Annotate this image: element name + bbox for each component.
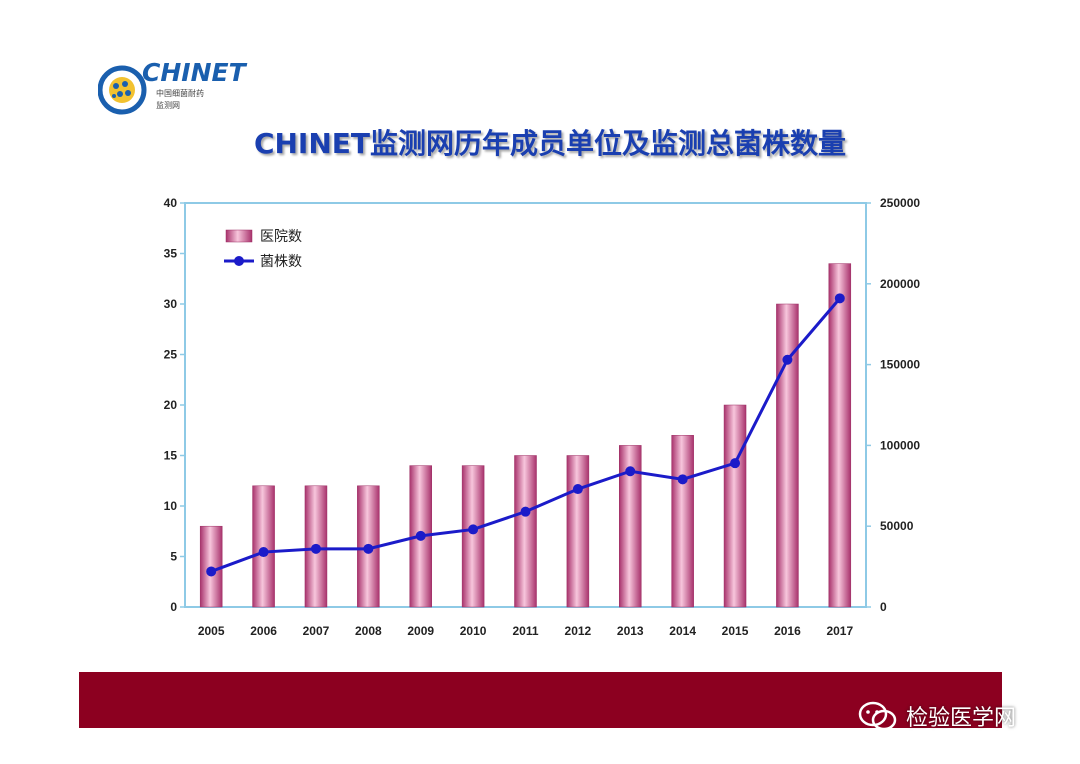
strain-point	[572, 484, 583, 495]
watermark: 检验医学网	[858, 700, 1016, 732]
left-tick-label: 35	[164, 247, 178, 261]
logo-brand: CHINET	[142, 58, 246, 87]
right-tick-label: 0	[880, 600, 887, 614]
left-tick-label: 10	[164, 499, 178, 513]
bar	[671, 435, 694, 608]
logo-subtitle: 中国细菌耐药	[156, 89, 204, 98]
strain-point	[730, 458, 741, 469]
left-tick-label: 25	[164, 348, 178, 362]
bar	[566, 455, 590, 608]
left-tick-label: 30	[164, 297, 178, 311]
x-tick-label: 2007	[303, 624, 330, 638]
right-tick-label: 50000	[880, 519, 914, 533]
strain-point	[782, 354, 793, 365]
x-tick-label: 2015	[722, 624, 749, 638]
strain-point	[415, 530, 426, 541]
strain-point	[206, 566, 217, 577]
left-tick-label: 5	[170, 550, 177, 564]
bar	[461, 465, 485, 608]
left-tick-label: 40	[164, 196, 178, 210]
page-title: CHINET监测网历年成员单位及监测总菌株数量	[253, 127, 847, 160]
strain-point	[363, 543, 374, 554]
watermark-text: 检验医学网	[906, 706, 1017, 731]
legend-line-label: 菌株数	[260, 254, 302, 270]
x-tick-label: 2010	[460, 624, 487, 638]
x-tick-label: 2014	[669, 624, 696, 638]
strain-point	[625, 466, 636, 477]
strain-point	[468, 524, 479, 535]
bar	[252, 485, 275, 608]
strain-point	[520, 506, 531, 517]
right-tick-label: 250000	[880, 196, 920, 210]
x-tick-label: 2005	[198, 624, 225, 638]
x-tick-label: 2012	[565, 624, 592, 638]
strain-point	[258, 547, 269, 558]
bar	[723, 404, 747, 608]
footer-bar	[79, 672, 1002, 728]
x-tick-label: 2017	[826, 624, 853, 638]
x-tick-label: 2013	[617, 624, 644, 638]
bar	[776, 303, 799, 608]
wechat-icon	[858, 701, 897, 731]
bar	[828, 263, 852, 608]
x-tick-label: 2008	[355, 624, 382, 638]
strain-point	[677, 474, 688, 485]
bar	[619, 445, 642, 608]
strain-point	[310, 543, 321, 554]
legend-bar-swatch	[225, 229, 253, 243]
right-tick-label: 200000	[880, 277, 920, 291]
right-tick-label: 150000	[880, 358, 920, 372]
logo-emblem-icon	[98, 65, 147, 115]
left-tick-label: 20	[164, 398, 178, 412]
x-tick-label: 2016	[774, 624, 801, 638]
legend-bar-label: 医院数	[260, 229, 302, 245]
x-tick-label: 2006	[250, 624, 277, 638]
right-tick-label: 100000	[880, 438, 920, 452]
bar	[514, 455, 537, 608]
x-tick-label: 2011	[512, 624, 538, 638]
chinet-logo: CHINET 中国细菌耐药 监测网	[98, 58, 246, 120]
left-tick-label: 0	[170, 600, 177, 614]
logo-subtitle-2: 监测网	[156, 101, 180, 110]
strain-point	[834, 293, 845, 304]
legend-line-marker	[234, 256, 244, 266]
left-tick-label: 15	[164, 449, 178, 463]
x-tick-label: 2009	[407, 624, 434, 638]
